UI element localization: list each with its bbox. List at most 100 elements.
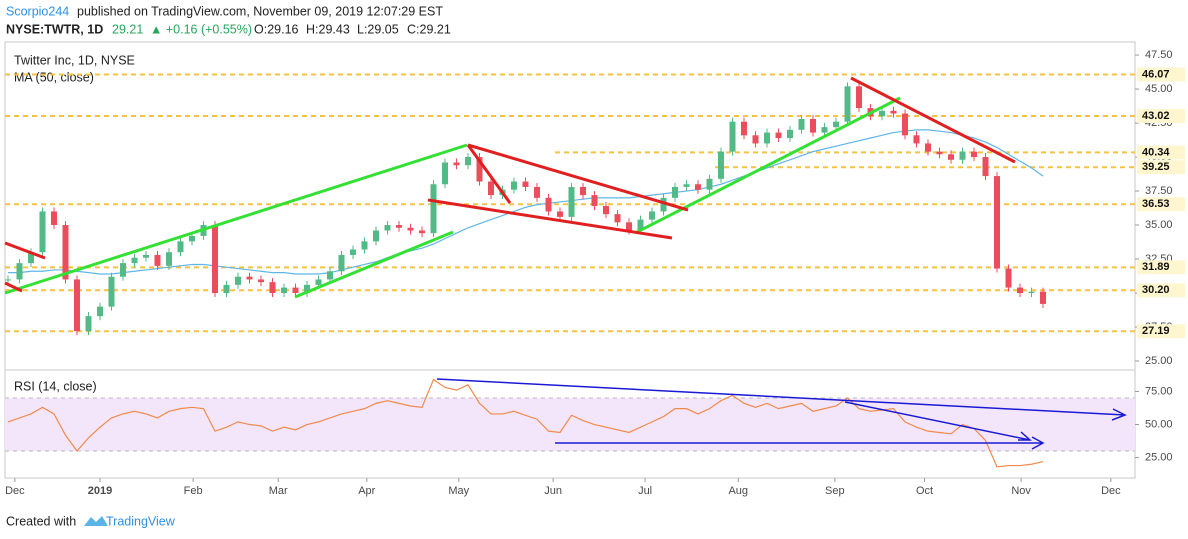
candle bbox=[717, 151, 724, 179]
trendline bbox=[466, 144, 512, 204]
candle bbox=[694, 184, 701, 190]
candle bbox=[913, 135, 920, 144]
trend-arrow bbox=[844, 401, 1032, 441]
candle bbox=[625, 222, 632, 231]
candle bbox=[614, 214, 621, 223]
x-tick-label: Dec bbox=[1101, 485, 1121, 497]
symbol: NYSE:TWTR, 1D bbox=[6, 22, 103, 36]
candle bbox=[522, 181, 529, 187]
footer-brand[interactable]: TradingView bbox=[106, 514, 176, 528]
candle bbox=[878, 110, 885, 117]
candle bbox=[901, 113, 908, 136]
candle bbox=[959, 151, 966, 160]
candle bbox=[142, 254, 149, 258]
level-label: 27.19 bbox=[1142, 325, 1170, 337]
trend-arrow bbox=[436, 378, 1127, 421]
y2-tick-label: 25.00 bbox=[1145, 452, 1173, 464]
rsi-legend: RSI (14, close) bbox=[14, 379, 97, 393]
candle bbox=[292, 287, 299, 294]
candle bbox=[890, 110, 897, 114]
candle bbox=[62, 225, 69, 280]
candle bbox=[809, 118, 816, 133]
level-box bbox=[1137, 160, 1185, 175]
ma-line bbox=[7, 129, 1044, 275]
candle bbox=[510, 181, 517, 190]
candle bbox=[154, 254, 161, 266]
candle bbox=[1016, 287, 1023, 294]
level-label: 31.89 bbox=[1142, 261, 1170, 273]
candle bbox=[16, 263, 23, 280]
candle bbox=[982, 157, 989, 177]
author[interactable]: Scorpio244 bbox=[6, 4, 69, 18]
trendline bbox=[294, 230, 454, 299]
x-tick-label: Dec bbox=[5, 485, 25, 497]
x-tick-label: Nov bbox=[1011, 485, 1031, 497]
y-tick-label: 35.00 bbox=[1145, 219, 1173, 231]
y-tick-label: 47.50 bbox=[1145, 49, 1173, 61]
candle bbox=[50, 211, 57, 226]
candle bbox=[855, 86, 862, 109]
candle bbox=[786, 129, 793, 139]
x-tick-label: Jul bbox=[638, 485, 652, 497]
candle bbox=[568, 186, 575, 217]
level-box bbox=[1137, 260, 1185, 275]
candle bbox=[453, 162, 460, 166]
candle bbox=[4, 279, 11, 281]
trend-arrow bbox=[555, 436, 1045, 450]
open: O:29.16 bbox=[254, 22, 299, 36]
candle bbox=[752, 135, 759, 144]
high: H:29.43 bbox=[306, 22, 350, 36]
candle bbox=[671, 186, 678, 198]
published: published on TradingView.com, November 0… bbox=[77, 4, 443, 18]
x-tick-label: Feb bbox=[184, 485, 203, 497]
candle bbox=[234, 276, 241, 285]
level-box bbox=[1137, 324, 1185, 339]
candle bbox=[211, 225, 218, 294]
level-label: 36.53 bbox=[1142, 198, 1170, 210]
candle bbox=[1005, 268, 1012, 288]
candle bbox=[315, 279, 322, 285]
candle bbox=[947, 154, 954, 160]
chart-title: Twitter Inc, 1D, NYSE bbox=[14, 53, 135, 67]
level-box bbox=[1137, 283, 1185, 298]
candle bbox=[418, 230, 425, 234]
candle bbox=[545, 197, 552, 212]
candle bbox=[579, 186, 586, 196]
y2-tick-label: 75.00 bbox=[1145, 385, 1173, 397]
trendline bbox=[4, 281, 23, 293]
x-tick-label: Apr bbox=[358, 485, 375, 497]
candle bbox=[246, 276, 253, 280]
candle bbox=[27, 252, 34, 264]
x-tick-label: May bbox=[448, 485, 469, 497]
trendline bbox=[467, 143, 689, 212]
candle bbox=[740, 121, 747, 136]
candle bbox=[384, 225, 391, 231]
candle bbox=[108, 276, 115, 307]
change: ▲ +0.16 (+0.55%) bbox=[150, 22, 252, 36]
level-label: 30.20 bbox=[1142, 284, 1170, 296]
candle bbox=[970, 151, 977, 158]
candle bbox=[729, 121, 736, 152]
candle bbox=[441, 162, 448, 185]
trendline bbox=[634, 96, 901, 235]
y-tick-label: 25.00 bbox=[1145, 355, 1173, 367]
candle bbox=[372, 230, 379, 242]
level-box bbox=[1137, 67, 1185, 82]
rsi-line bbox=[7, 378, 1044, 468]
x-tick-label: Oct bbox=[916, 485, 933, 497]
candle bbox=[96, 306, 103, 317]
close: C:29.21 bbox=[407, 22, 451, 36]
trendlines bbox=[4, 76, 1016, 299]
candle bbox=[798, 118, 805, 130]
candle bbox=[119, 263, 126, 277]
candle bbox=[775, 132, 782, 139]
candle bbox=[338, 254, 345, 272]
candle bbox=[85, 316, 92, 332]
candle bbox=[464, 157, 471, 166]
level-label: 46.07 bbox=[1142, 68, 1170, 80]
level-label: 39.25 bbox=[1142, 161, 1170, 173]
rsi-trendlines bbox=[436, 378, 1127, 450]
y2-tick-label: 50.00 bbox=[1145, 418, 1173, 430]
candle bbox=[1039, 291, 1046, 304]
candle bbox=[763, 132, 770, 144]
